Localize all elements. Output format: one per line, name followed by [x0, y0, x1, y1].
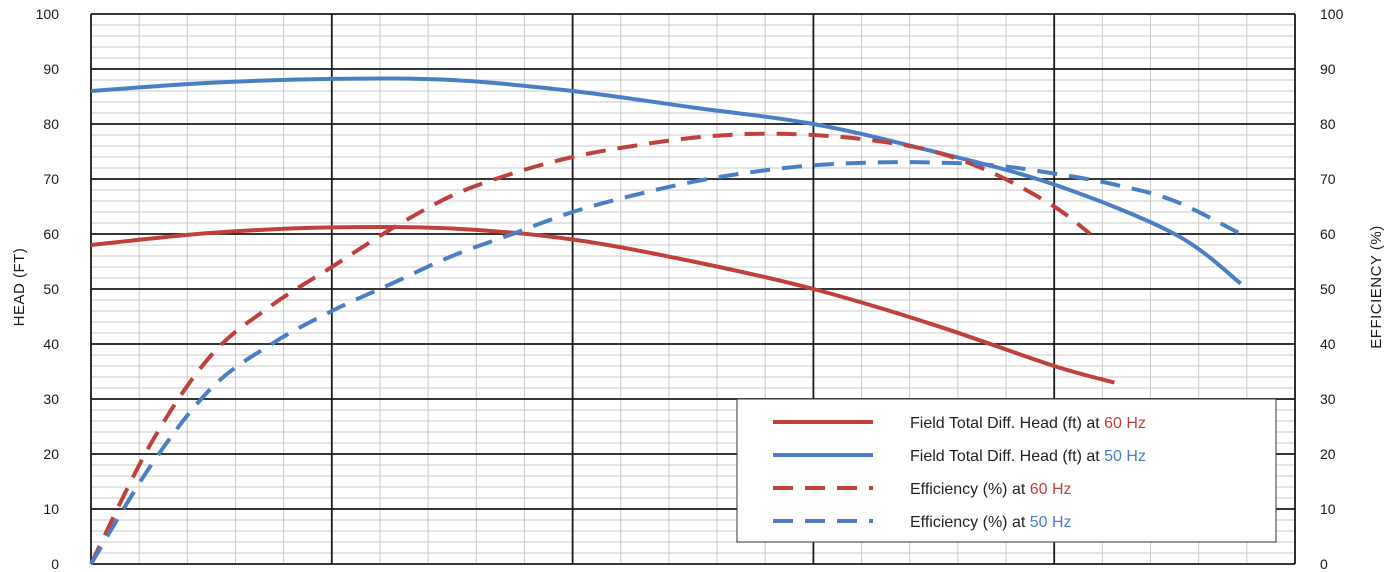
right-tick-label: 50	[1320, 281, 1336, 297]
right-tick-label: 10	[1320, 501, 1336, 517]
right-tick-label: 70	[1320, 171, 1336, 187]
right-tick-label: 100	[1320, 6, 1344, 22]
left-axis-title: HEAD (FT)	[11, 248, 28, 327]
right-tick-label: 30	[1320, 391, 1336, 407]
series-head-50hz	[90, 76, 1243, 286]
right-tick-label: 0	[1320, 556, 1328, 572]
left-tick-label: 90	[43, 61, 59, 77]
legend: Field Total Diff. Head (ft) at 60 Hz Fiel…	[736, 398, 1277, 543]
series-head-60hz	[90, 224, 1115, 385]
legend-label: Field Total Diff. Head (ft) at 60 Hz	[910, 415, 1146, 432]
right-tick-label: 40	[1320, 336, 1336, 352]
left-tick-label: 100	[36, 6, 60, 22]
left-tick-label: 0	[51, 556, 59, 572]
series-efficiency-60hz	[89, 131, 1092, 565]
left-tick-label: 80	[43, 116, 59, 132]
series-lines	[89, 76, 1243, 566]
left-tick-label: 50	[43, 281, 59, 297]
left-tick-label: 40	[43, 336, 59, 352]
right-tick-label: 80	[1320, 116, 1336, 132]
left-tick-label: 20	[43, 446, 59, 462]
left-tick-label: 70	[43, 171, 59, 187]
legend-label: Efficiency (%) at 50 Hz	[910, 514, 1072, 531]
left-tick-label: 10	[43, 501, 59, 517]
right-axis-title: EFFICIENCY (%)	[1368, 225, 1385, 348]
right-tick-label: 90	[1320, 61, 1336, 77]
legend-label: Efficiency (%) at 60 Hz	[910, 481, 1072, 498]
series-efficiency-50hz	[89, 160, 1242, 566]
right-tick-label: 60	[1320, 226, 1336, 242]
right-axis-ticks: 0 10 20 30 40 50 60 70 80 90 100	[1320, 6, 1344, 572]
left-tick-label: 60	[43, 226, 59, 242]
right-tick-label: 20	[1320, 446, 1336, 462]
legend-label: Field Total Diff. Head (ft) at 50 Hz	[910, 448, 1146, 465]
left-axis-ticks: 0 10 20 30 40 50 60 70 80 90 100	[36, 6, 60, 572]
left-tick-label: 30	[43, 391, 59, 407]
